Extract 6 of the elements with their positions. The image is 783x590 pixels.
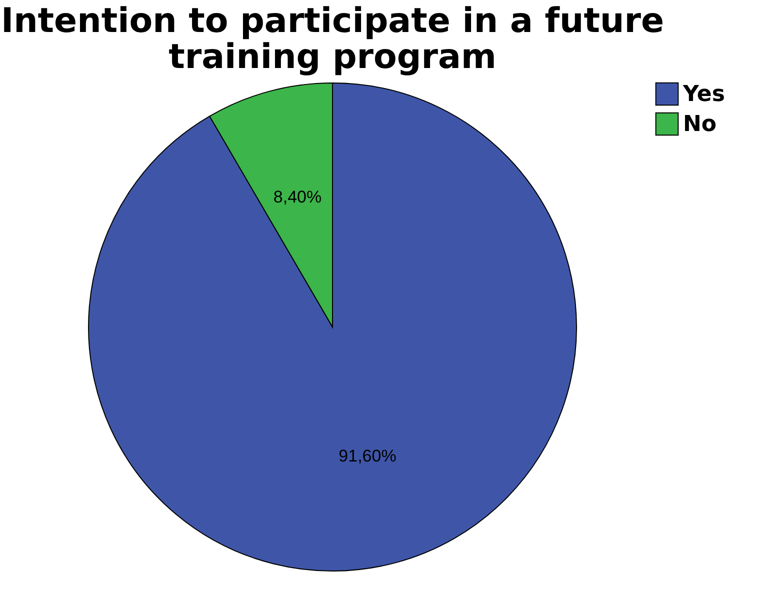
text: Intention to participate in a future	[0, 1, 664, 41]
pie-slice	[88, 82, 577, 572]
data-label: 91,60%	[338, 446, 396, 466]
data-label: 8,40%	[273, 187, 322, 206]
legend-label: Yes	[682, 82, 725, 107]
legend-label: No	[683, 112, 717, 137]
